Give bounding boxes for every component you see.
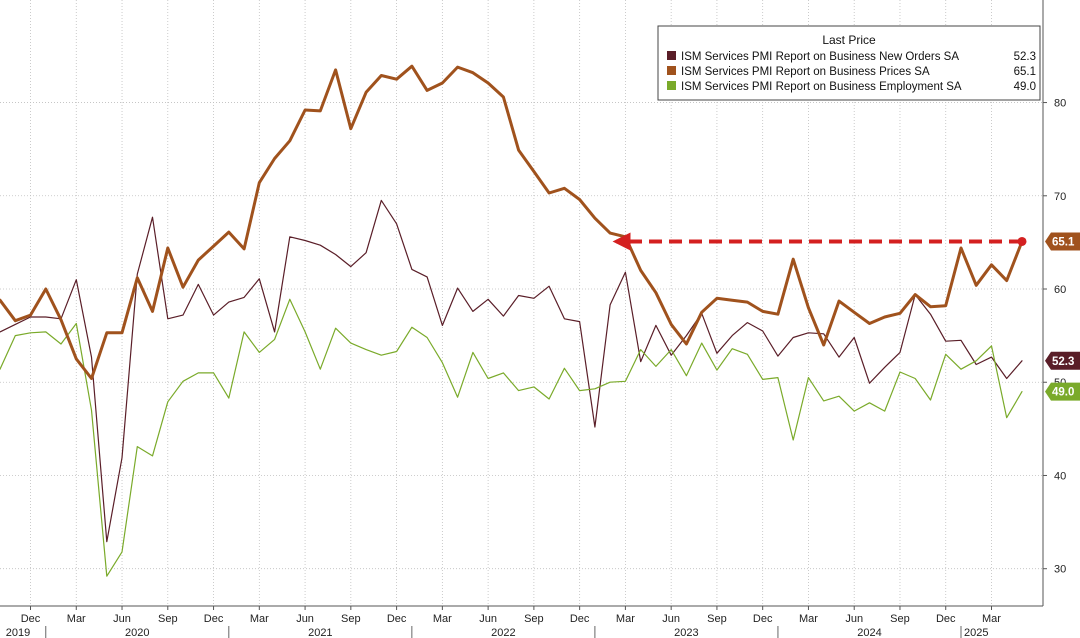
y-tick-label: 80 xyxy=(1054,98,1066,110)
x-tick-label: Mar xyxy=(799,613,818,625)
y-tick-label: 40 xyxy=(1054,470,1066,482)
x-tick-label: Dec xyxy=(387,613,407,625)
x-tick-label: Mar xyxy=(67,613,86,625)
x-tick-label: Sep xyxy=(524,613,544,625)
x-tick-label: Sep xyxy=(890,613,910,625)
x-tick-label: Sep xyxy=(707,613,727,625)
price-arrow-annotation xyxy=(612,232,1027,251)
legend-box xyxy=(657,25,1041,101)
series-line-employment xyxy=(0,298,1023,577)
y-tick-label: 70 xyxy=(1054,191,1066,203)
x-tick-label: Dec xyxy=(21,613,41,625)
last-value-tag: 49.0 xyxy=(1045,382,1080,401)
x-tick-label: Dec xyxy=(936,613,956,625)
legend-swatch-prices xyxy=(667,66,676,75)
x-axis-ticks: Dec Mar Jun Sep Dec Mar Jun Sep Dec Mar Jun Sep Dec M… xyxy=(6,606,1001,638)
legend-value-employment: 49.0 xyxy=(1014,81,1036,93)
x-tick-label: Jun xyxy=(845,613,863,625)
last-value-tag-bg xyxy=(1045,382,1080,401)
x-tick-label: Mar xyxy=(250,613,269,625)
last-value-tag-text: 49.0 xyxy=(1052,387,1074,399)
legend-value-prices: 65.1 xyxy=(1014,66,1036,78)
x-year-label: 2019 xyxy=(6,627,30,638)
x-year-label: 2022 xyxy=(491,627,515,638)
legend-title: Last Price xyxy=(822,33,876,47)
x-tick-label: Sep xyxy=(158,613,178,625)
x-tick-label: Jun xyxy=(113,613,131,625)
legend-swatch-employment xyxy=(667,81,676,90)
legend-label-prices: ISM Services PMI Report on Business Pric… xyxy=(681,66,930,78)
x-tick-label: Dec xyxy=(570,613,590,625)
series-lines xyxy=(0,64,1024,577)
legend: Last Price ISM Services PMI Report on Bu… xyxy=(657,25,1041,101)
x-year-label: 2023 xyxy=(674,627,698,638)
last-value-tags: 52.3 65.1 49.0 xyxy=(1045,232,1080,401)
y-tick-label: 60 xyxy=(1054,284,1066,296)
legend-swatch-new-orders xyxy=(667,51,676,60)
x-year-label: 2021 xyxy=(308,627,332,638)
x-tick-label: Jun xyxy=(479,613,497,625)
y-tick-label: 30 xyxy=(1054,564,1066,576)
x-tick-label: Dec xyxy=(753,613,773,625)
series-line-prices xyxy=(0,64,1024,380)
series-line-new-orders xyxy=(0,199,1023,543)
legend-label-new-orders: ISM Services PMI Report on Business New … xyxy=(681,51,959,63)
x-tick-label: Sep xyxy=(341,613,361,625)
x-tick-label: Jun xyxy=(296,613,314,625)
last-value-tag: 52.3 xyxy=(1045,351,1080,370)
x-year-label: 2024 xyxy=(857,627,881,638)
x-tick-label: Jun xyxy=(662,613,680,625)
x-tick-label: Mar xyxy=(982,613,1001,625)
last-value-tag: 65.1 xyxy=(1045,232,1080,251)
y-axis-ticks: 304050607080 xyxy=(1043,98,1066,576)
axes xyxy=(0,0,1044,607)
x-tick-label: Dec xyxy=(204,613,224,625)
last-value-tag-bg xyxy=(1045,232,1080,251)
legend-value-new-orders: 52.3 xyxy=(1014,51,1036,63)
legend-label-employment: ISM Services PMI Report on Business Empl… xyxy=(681,81,962,93)
annotation-endpoint xyxy=(1017,236,1027,246)
last-value-tag-text: 65.1 xyxy=(1052,236,1075,248)
x-tick-label: Mar xyxy=(433,613,452,625)
x-year-label: 2020 xyxy=(125,627,149,638)
last-value-tag-bg xyxy=(1045,351,1080,370)
x-tick-label: Mar xyxy=(616,613,635,625)
x-year-label: 2025 xyxy=(964,627,988,638)
last-value-tag-text: 52.3 xyxy=(1052,356,1074,368)
